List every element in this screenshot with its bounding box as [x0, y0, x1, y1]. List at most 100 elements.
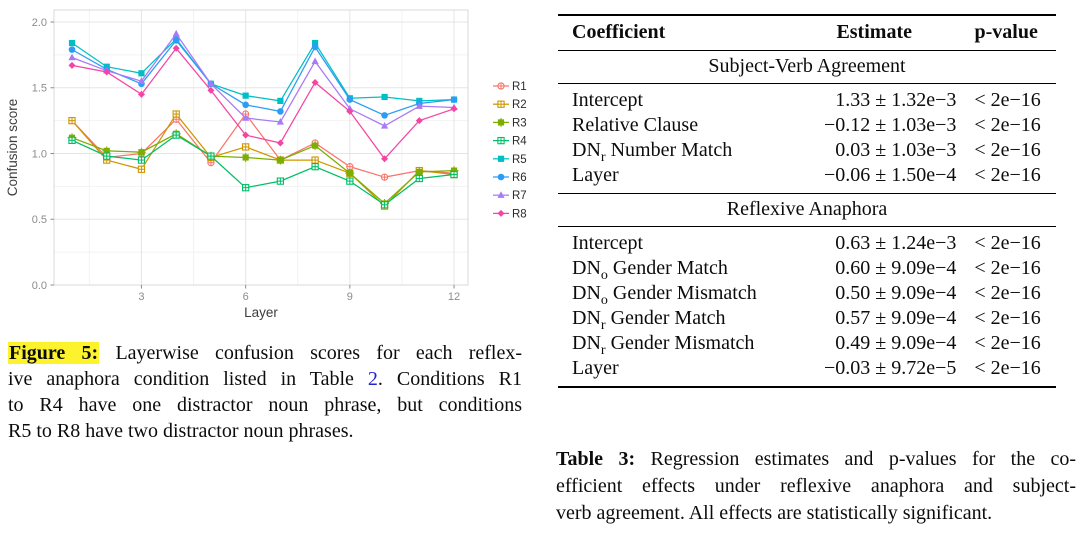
- p-value-cell: < 2e−16: [974, 257, 1041, 279]
- p-value-cell: < 2e−16: [974, 114, 1041, 136]
- legend-label: R7: [512, 190, 527, 202]
- coefficient-cell: Layer: [572, 164, 619, 186]
- figure-label-highlight: Figure 5:: [8, 342, 100, 364]
- series-R8: [68, 44, 458, 163]
- table-row: DNr Gender Match 0.57 ± 9.09e−4 < 2e−16: [558, 306, 1056, 333]
- legend-label: R5: [512, 154, 527, 166]
- caption-line: efficient effects under reflexive anapho…: [556, 475, 1076, 497]
- figure-5-line-chart: 0.0 0.5 1.0 1.5 2.0 3 6 9 12 Layer Confusion score…: [5, 9, 527, 320]
- caption-line: Figure 5: Layerwise confusion scores for…: [8, 340, 522, 366]
- caption-line: Table 3: Regression estimates and p-valu…: [556, 446, 1076, 473]
- section-title: Reflexive Anaphora: [558, 193, 1056, 227]
- estimate-cell: 0.50 ± 9.09e−4: [835, 282, 957, 304]
- legend-item-R6: R6: [493, 172, 527, 184]
- legend-item-R5: R5: [493, 154, 527, 166]
- legend-label: R2: [512, 99, 527, 111]
- legend: R1 R2 R3 R4 R5 R6 R7 R8: [493, 81, 527, 220]
- caption-line: to R4 have one distractor noun phrase, b…: [8, 394, 522, 416]
- table-row: Intercept 0.63 ± 1.24e−3 < 2e−16: [558, 227, 1056, 257]
- estimate-cell: 0.49 ± 9.09e−4: [835, 332, 957, 354]
- caption-line: ive anaphora condition listed in Table 2…: [8, 366, 522, 392]
- series-R5: [68, 35, 458, 104]
- column-header: Coefficient: [572, 21, 666, 43]
- estimate-cell: 0.60 ± 9.09e−4: [835, 257, 957, 279]
- regression-table: Coefficient Estimate p-value Subject-Verb A…: [558, 14, 1056, 388]
- legend-item-R8: R8: [493, 208, 527, 220]
- caption-line: verb agreement. All effects are statisti…: [556, 502, 993, 524]
- estimate-cell: 0.57 ± 9.09e−4: [835, 307, 957, 329]
- coefficient-cell: DNr Number Match: [572, 139, 733, 165]
- coefficient-cell: Intercept: [572, 89, 644, 111]
- y-tick-label: 0.5: [32, 214, 47, 226]
- x-tick-label: 12: [448, 291, 460, 303]
- p-value-cell: < 2e−16: [974, 232, 1041, 254]
- table-row: Layer −0.03 ± 9.72e−5 < 2e−16: [558, 356, 1056, 387]
- table-3: Coefficient Estimate p-value Subject-Verb A…: [558, 14, 1056, 388]
- estimate-cell: 1.33 ± 1.32e−3: [835, 89, 957, 111]
- y-tick-label: 0.0: [32, 280, 47, 292]
- section-header-row: Subject-Verb Agreement: [558, 50, 1056, 84]
- caption-line: R5 to R8 have two distractor noun phrase…: [8, 420, 354, 442]
- legend-label: R1: [512, 81, 527, 93]
- table-label: Table 3:: [556, 448, 636, 470]
- p-value-cell: < 2e−16: [974, 357, 1041, 379]
- p-value-cell: < 2e−16: [974, 139, 1041, 161]
- section-title: Subject-Verb Agreement: [558, 50, 1056, 84]
- legend-item-R7: R7: [493, 190, 527, 202]
- legend-item-R4: R4: [493, 136, 527, 148]
- coefficient-cell: Intercept: [572, 232, 644, 254]
- table-3-caption: Table 3: Regression estimates and p-valu…: [556, 446, 1076, 527]
- estimate-cell: 0.03 ± 1.03e−3: [835, 139, 957, 161]
- coefficient-cell: DNo Gender Match: [572, 257, 728, 283]
- legend-item-R1: R1: [493, 81, 527, 93]
- p-value-cell: < 2e−16: [974, 307, 1041, 329]
- series-R4: [68, 131, 458, 209]
- series-R1: [68, 110, 458, 181]
- section-header-row: Reflexive Anaphora: [558, 193, 1056, 227]
- p-value-cell: < 2e−16: [974, 89, 1041, 111]
- y-tick-label: 1.5: [32, 83, 47, 95]
- x-tick-label: 6: [243, 291, 249, 303]
- table-row: Layer −0.06 ± 1.50e−4 < 2e−16: [558, 163, 1056, 194]
- coefficient-cell: DNr Gender Mismatch: [572, 332, 755, 358]
- figure-5-caption: Figure 5: Layerwise confusion scores for…: [8, 340, 522, 444]
- coefficient-cell: Relative Clause: [572, 114, 699, 136]
- series-R7: [68, 29, 458, 129]
- legend-label: R8: [512, 208, 527, 220]
- p-value-cell: < 2e−16: [974, 282, 1041, 304]
- estimate-cell: −0.12 ± 1.03e−3: [823, 114, 957, 136]
- x-axis-title: Layer: [244, 305, 278, 320]
- x-tick-label: 3: [138, 291, 144, 303]
- table-header-row: Coefficient Estimate p-value: [558, 15, 1056, 51]
- table-row: DNr Number Match 0.03 ± 1.03e−3 < 2e−16: [558, 138, 1056, 165]
- legend-label: R4: [512, 136, 527, 148]
- column-header: Estimate: [836, 21, 912, 43]
- plot-grid: [54, 10, 468, 286]
- coefficient-cell: DNr Gender Match: [572, 307, 726, 333]
- column-header: p-value: [974, 21, 1038, 43]
- table-row: DNr Gender Mismatch 0.49 ± 9.09e−4 < 2e−16: [558, 331, 1056, 358]
- table-row: DNo Gender Match 0.60 ± 9.09e−4 < 2e−16: [558, 256, 1056, 283]
- caption-text: . Conditions R1: [377, 368, 522, 390]
- estimate-cell: −0.06 ± 1.50e−4: [823, 164, 957, 186]
- table-row: Relative Clause −0.12 ± 1.03e−3 < 2e−16: [558, 113, 1056, 138]
- coefficient-cell: Layer: [572, 357, 619, 379]
- series-R6: [68, 37, 458, 119]
- axes: 0.0 0.5 1.0 1.5 2.0 3 6 9 12 Layer Confusion score: [5, 17, 460, 320]
- y-axis-title: Confusion score: [5, 99, 20, 197]
- table-2-reference-link[interactable]: 2: [367, 368, 378, 390]
- estimate-cell: 0.63 ± 1.24e−3: [835, 232, 957, 254]
- caption-text: Regression estimates and p-values for th…: [650, 448, 1077, 470]
- p-value-cell: < 2e−16: [974, 332, 1041, 354]
- caption-text: ive anaphora condition listed in Table: [8, 368, 368, 390]
- legend-label: R6: [512, 172, 527, 184]
- coefficient-cell: DNo Gender Mismatch: [572, 282, 757, 308]
- estimate-cell: −0.03 ± 9.72e−5: [823, 357, 957, 379]
- x-tick-label: 9: [347, 291, 353, 303]
- panel-border: [53, 9, 469, 286]
- legend-label: R3: [512, 117, 527, 129]
- y-tick-label: 1.0: [32, 148, 47, 160]
- table-row: DNo Gender Mismatch 0.50 ± 9.09e−4 < 2e−16: [558, 281, 1056, 308]
- legend-item-R2: R2: [493, 99, 527, 111]
